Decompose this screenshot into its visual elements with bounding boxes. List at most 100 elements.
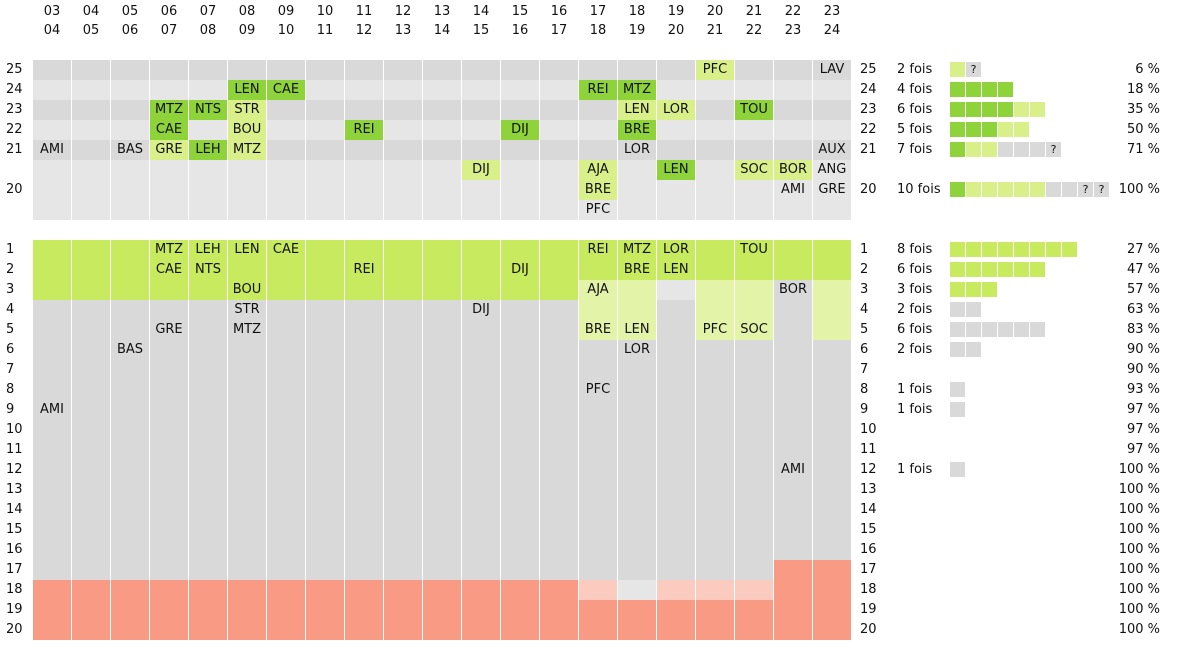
team-label: BRE	[584, 182, 612, 197]
rank-cell	[384, 580, 422, 600]
grid-cell	[657, 140, 695, 160]
percent-label: 63 %	[1126, 302, 1160, 317]
grid-cell	[33, 120, 71, 140]
team-label: STR	[234, 102, 260, 117]
rank-cell	[501, 540, 539, 560]
rank-cell	[696, 600, 734, 620]
percent-label: 100 %	[1118, 562, 1160, 577]
rank-cell	[306, 540, 344, 560]
rank-cell	[345, 580, 383, 600]
grid-cell	[189, 80, 227, 100]
grid-cell	[111, 160, 149, 220]
rank-cell	[813, 280, 851, 300]
team-label: AMI	[40, 402, 64, 417]
row-label-right: 22	[860, 122, 877, 137]
grid-cell	[462, 80, 500, 100]
count-square	[950, 62, 965, 77]
rank-cell	[618, 620, 656, 640]
rank-cell	[306, 480, 344, 500]
row-label-right: 9	[860, 402, 869, 417]
rank-cell	[189, 480, 227, 500]
grid-cell	[306, 120, 344, 140]
season-header-end: 10	[277, 23, 295, 38]
rank-cell	[384, 500, 422, 520]
rank-cell	[306, 300, 344, 320]
rank-cell	[111, 380, 149, 400]
grid-cell	[657, 60, 695, 80]
rank-cell	[735, 540, 773, 560]
rank-cell	[423, 400, 461, 420]
rank-cell	[657, 380, 695, 400]
grid-cell	[813, 60, 851, 80]
rank-cell	[696, 260, 734, 280]
rank-cell	[306, 440, 344, 460]
team-label: BRE	[623, 262, 651, 277]
row-label-right: 15	[860, 522, 877, 537]
rank-cell	[579, 540, 617, 560]
rank-cell	[579, 500, 617, 520]
rank-cell	[306, 340, 344, 360]
rank-cell	[657, 420, 695, 440]
count-label: 3 fois	[897, 282, 933, 297]
rank-cell	[618, 280, 656, 300]
grid-cell	[33, 140, 71, 160]
count-square	[1014, 122, 1029, 137]
season-header-start: 08	[238, 4, 256, 19]
row-label-left: 23	[6, 102, 23, 117]
rank-cell	[306, 560, 344, 580]
team-highlight	[735, 160, 773, 180]
grid-cell	[306, 60, 344, 80]
count-square	[998, 122, 1013, 137]
rank-cell	[540, 240, 578, 260]
grid-cell	[579, 60, 617, 80]
rank-cell	[189, 340, 227, 360]
row-label-right: 13	[860, 482, 877, 497]
percent-label: 100 %	[1118, 622, 1160, 637]
rank-cell	[462, 420, 500, 440]
rank-cell	[228, 320, 266, 340]
grid-cell	[540, 60, 578, 80]
rank-cell	[462, 260, 500, 280]
grid-cell	[33, 160, 71, 220]
rank-cell	[33, 500, 71, 520]
rank-cell	[696, 460, 734, 480]
percent-label: 50 %	[1126, 122, 1160, 137]
row-label-left: 21	[6, 142, 23, 157]
rank-cell	[150, 320, 188, 340]
percent-label: 97 %	[1126, 442, 1160, 457]
rank-cell	[774, 440, 812, 460]
rank-cell	[462, 280, 500, 300]
rank-cell	[228, 460, 266, 480]
grid-cell	[33, 80, 71, 100]
rank-cell	[657, 500, 695, 520]
grid-cell	[540, 140, 578, 160]
row-label-right: 10	[860, 422, 877, 437]
team-label: MTZ	[622, 242, 652, 257]
rank-cell	[345, 440, 383, 460]
rank-cell	[540, 360, 578, 380]
grid-cell	[579, 100, 617, 120]
rank-cell	[618, 540, 656, 560]
rank-cell	[813, 440, 851, 460]
row-label-left: 20	[6, 182, 23, 197]
rank-cell	[150, 360, 188, 380]
rank-cell	[306, 260, 344, 280]
season-header-start: 12	[394, 4, 412, 19]
grid-cell	[384, 100, 422, 120]
count-square	[1046, 242, 1061, 257]
row-label-left: 2	[6, 262, 15, 277]
grid-cell	[696, 140, 734, 160]
rank-cell	[735, 620, 773, 640]
rank-cell	[72, 500, 110, 520]
season-header-end: 19	[628, 23, 646, 38]
rank-cell	[579, 600, 617, 620]
rank-cell	[345, 400, 383, 420]
percent-label: 100 %	[1118, 542, 1160, 557]
rank-cell	[696, 480, 734, 500]
rank-cell	[423, 280, 461, 300]
rank-cell	[33, 620, 71, 640]
rank-cell	[657, 540, 695, 560]
team-label: LAV	[819, 62, 845, 77]
team-label: DIJ	[511, 262, 529, 277]
rank-cell	[150, 600, 188, 620]
